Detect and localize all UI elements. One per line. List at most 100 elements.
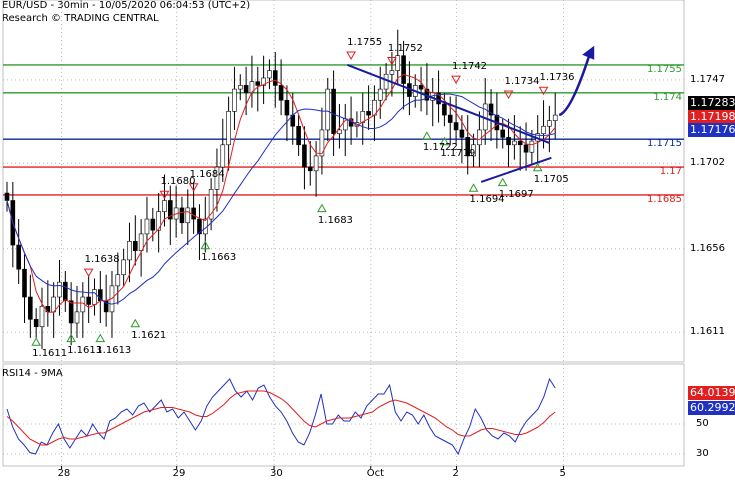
swing-high-label: 1.1680 [160, 176, 196, 188]
swing-high-marker [346, 51, 356, 60]
swing-low-marker [130, 318, 141, 328]
rsi-y-tick-label: 30 [696, 448, 709, 459]
candle-body [63, 281, 68, 302]
candle-body [133, 241, 138, 251]
candle-body [179, 207, 185, 224]
candle-body [185, 207, 191, 224]
candle-body [232, 88, 237, 112]
candle-body [272, 70, 278, 86]
candle-body [138, 233, 144, 251]
rsi-ma-line [6, 390, 556, 446]
forecast-arrow-head [582, 45, 595, 60]
candle-body [267, 70, 272, 79]
trendline-lower [480, 156, 552, 183]
swing-low-marker [468, 183, 479, 192]
candle-body [442, 103, 447, 116]
swing-low-marker [200, 240, 211, 250]
candle-body [51, 296, 56, 313]
chart-title: EUR/USD - 30min - 10/05/2020 06:04:53 (U… [2, 0, 251, 11]
candle-body [447, 114, 453, 123]
swing-high-marker [387, 57, 397, 66]
swing-low-marker [532, 162, 543, 172]
x-tick-label: Oct [366, 468, 385, 479]
candle-body [383, 73, 389, 90]
swing-low-marker [95, 333, 106, 343]
swing-high-marker [503, 90, 514, 99]
candle-body [395, 55, 401, 71]
rsi-value-box: 64.0139 [688, 386, 735, 400]
candle-body [127, 241, 132, 261]
x-tick-label: 30 [270, 468, 283, 479]
candle-body [57, 281, 62, 298]
swing-high-marker [538, 86, 549, 96]
candle-body [237, 85, 243, 90]
candle-body [389, 70, 395, 75]
price-box: 1.17283 [688, 96, 735, 110]
candle-body [453, 122, 459, 131]
candle-body [92, 289, 97, 305]
rsi-title: RSI14 - 9MA [2, 368, 63, 379]
candle-body [255, 81, 261, 86]
candle-body [529, 140, 535, 153]
swing-high-marker [451, 75, 461, 85]
candle-body [319, 129, 325, 157]
swing-high-label: 1.1755 [347, 36, 383, 48]
candle-body [552, 114, 558, 121]
candle-body [167, 200, 173, 220]
swing-low-label: 1.1694 [469, 194, 505, 206]
ma-fast-line [6, 74, 556, 313]
candle-body [500, 129, 506, 138]
candle-body [220, 144, 226, 168]
swing-low-label: 1.1683 [317, 214, 353, 226]
candle-body [74, 311, 80, 324]
price-box: 1.17176 [688, 123, 735, 137]
swing-high-marker [188, 183, 199, 192]
swing-low-marker [66, 333, 77, 343]
candle-body [325, 88, 331, 131]
candle-body [156, 211, 161, 231]
candle-body [214, 166, 220, 190]
candle-body [401, 55, 406, 84]
level-label: 1.1715 [647, 138, 682, 150]
trendline-upper [347, 64, 550, 144]
y-tick-label: 1.1656 [690, 242, 725, 254]
rsi-line [6, 377, 556, 456]
y-tick-label: 1.1702 [690, 157, 725, 169]
candle-body [465, 137, 471, 157]
x-tick-label: 5 [559, 468, 566, 479]
candle-body [523, 144, 529, 153]
candle-body [366, 111, 371, 116]
candle-body [307, 166, 313, 172]
rsi-panel-frame [2, 363, 685, 467]
level-label: 1.174 [653, 91, 682, 103]
swing-low-label: 1.1621 [131, 329, 167, 341]
swing-low-marker [439, 136, 450, 146]
price-box: 1.17198 [688, 110, 735, 124]
candle-body [284, 99, 290, 116]
candle-body [296, 125, 301, 146]
swing-low-marker [422, 131, 432, 140]
swing-low-marker [317, 203, 327, 213]
swing-high-label: 1.1752 [387, 42, 423, 54]
candle-body [302, 144, 307, 168]
candle-body [208, 189, 214, 220]
candle-body [150, 218, 156, 231]
forecast-arrow-shaft [558, 55, 591, 117]
rsi-value-box: 60.2992 [688, 401, 735, 415]
swing-low-label: 1.1697 [498, 188, 534, 200]
level-label: 1.1685 [647, 193, 682, 205]
swing-high-label: 1.1736 [539, 72, 575, 84]
swing-low-label: 1.1613 [67, 344, 103, 356]
swing-low-label: 1.1719 [440, 147, 476, 159]
candle-body [547, 120, 552, 127]
swing-high-marker [83, 268, 94, 278]
swing-high-label: 1.1638 [84, 254, 120, 266]
candle-body [541, 125, 546, 134]
swing-low-marker [31, 337, 42, 346]
candle-body [68, 300, 74, 324]
candle-body [261, 77, 266, 86]
x-tick-label: 28 [57, 468, 71, 479]
level-label: 1.1755 [647, 63, 682, 75]
candle-body [337, 129, 342, 134]
